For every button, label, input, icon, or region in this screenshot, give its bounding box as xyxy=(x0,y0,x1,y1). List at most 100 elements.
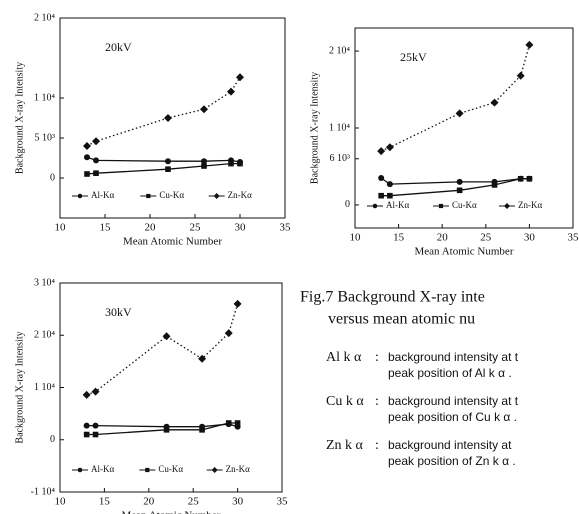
legend-label: Zn-Kα xyxy=(518,200,542,210)
marker xyxy=(162,332,171,341)
marker xyxy=(83,422,90,429)
y-tick-label: 0 xyxy=(50,434,55,445)
marker xyxy=(456,178,463,185)
y-axis-label: Background X-ray Intensity xyxy=(14,62,25,174)
y-tick-label: 5 10³ xyxy=(35,132,56,143)
marker xyxy=(377,147,386,156)
item-text: background intensity at xyxy=(388,438,512,452)
marker xyxy=(165,166,171,172)
legend-marker xyxy=(77,193,83,199)
y-tick-label: 3 10⁴ xyxy=(34,277,56,288)
marker xyxy=(526,175,533,182)
marker xyxy=(227,87,235,96)
plot-frame xyxy=(59,282,283,493)
series-line xyxy=(86,303,239,396)
legend-marker xyxy=(145,467,150,473)
series-line xyxy=(380,177,530,185)
legend-marker xyxy=(211,467,218,473)
x-tick-label: 15 xyxy=(99,496,111,508)
x-tick-label: 30 xyxy=(232,496,244,508)
x-tick-label: 35 xyxy=(280,222,292,234)
item-text: background intensity at t xyxy=(388,350,519,364)
marker xyxy=(199,427,205,433)
x-axis-label: Mean Atomic Number xyxy=(122,510,221,514)
marker xyxy=(385,143,394,152)
item-text: peak position of Zn k α . xyxy=(388,454,516,468)
legend-label: Cu-Kα xyxy=(159,190,184,200)
marker xyxy=(164,114,172,122)
x-tick-label: 10 xyxy=(55,222,67,234)
series-line xyxy=(380,44,531,152)
marker xyxy=(201,158,207,165)
legend-marker xyxy=(213,193,220,199)
y-tick-label: 1 10⁴ xyxy=(34,92,56,103)
y-tick-label: -1 10⁴ xyxy=(31,486,56,497)
marker xyxy=(237,160,243,167)
series-line xyxy=(86,162,240,175)
marker xyxy=(84,154,90,161)
legend-label: Al-Kα xyxy=(91,464,114,474)
caption-title: versus mean atomic nu xyxy=(328,311,475,328)
x-tick-label: 15 xyxy=(100,222,112,234)
x-tick-label: 35 xyxy=(568,232,579,244)
marker xyxy=(378,192,384,199)
marker xyxy=(201,163,207,169)
x-tick-label: 20 xyxy=(145,222,157,234)
legend-label: Cu-Kα xyxy=(158,464,183,474)
marker xyxy=(198,354,207,363)
x-tick-label: 10 xyxy=(350,232,362,244)
y-tick-label: 0 xyxy=(50,172,55,183)
caption-title: Fig.7 Background X-ray inte xyxy=(300,289,485,306)
y-tick-label: 6 10³ xyxy=(330,153,351,164)
legend-label: Al-Kα xyxy=(91,190,114,200)
marker xyxy=(224,329,233,338)
y-tick-label: 0 xyxy=(345,199,350,210)
legend-marker xyxy=(438,203,444,209)
x-tick-label: 20 xyxy=(143,496,155,508)
marker xyxy=(93,170,99,176)
x-tick-label: 30 xyxy=(235,222,247,234)
marker xyxy=(387,192,393,199)
legend-marker xyxy=(372,203,378,209)
marker xyxy=(92,431,99,438)
plot-frame xyxy=(59,17,286,219)
y-axis-label: Background X-ray Intensity xyxy=(14,331,25,443)
marker xyxy=(490,98,499,107)
x-tick-label: 30 xyxy=(524,232,536,244)
item-text: peak position of Cu k α . xyxy=(388,410,517,424)
x-axis-label: Mean Atomic Number xyxy=(123,236,222,248)
marker xyxy=(455,109,464,118)
legend-label: Al-Kα xyxy=(386,200,409,210)
x-tick-label: 20 xyxy=(437,232,449,244)
marker xyxy=(378,175,385,181)
colon: : xyxy=(375,394,379,409)
legend-label: Zn-Kα xyxy=(226,464,250,474)
marker xyxy=(83,431,90,438)
y-tick-label: 1 10⁴ xyxy=(329,122,351,133)
x-tick-label: 25 xyxy=(480,232,492,244)
annotation: 25kV xyxy=(400,50,427,64)
marker xyxy=(165,158,171,165)
x-tick-label: 10 xyxy=(55,496,67,508)
legend-label: Cu-Kα xyxy=(452,200,477,210)
series-line xyxy=(86,76,241,147)
marker xyxy=(525,40,534,49)
marker xyxy=(228,160,234,167)
marker xyxy=(163,427,170,433)
marker xyxy=(200,105,208,114)
x-tick-label: 25 xyxy=(190,222,202,234)
marker xyxy=(84,171,90,177)
item-label: Cu k α xyxy=(326,394,364,409)
legend-marker xyxy=(146,193,151,199)
legend-marker xyxy=(77,467,83,473)
marker xyxy=(92,137,100,146)
marker xyxy=(233,299,242,308)
marker xyxy=(517,175,524,182)
marker xyxy=(91,387,100,396)
legend-label: Zn-Kα xyxy=(228,190,252,200)
x-tick-label: 25 xyxy=(188,496,200,508)
item-label: Zn k α xyxy=(326,438,364,453)
series-line xyxy=(86,156,241,163)
series-line xyxy=(86,422,238,436)
